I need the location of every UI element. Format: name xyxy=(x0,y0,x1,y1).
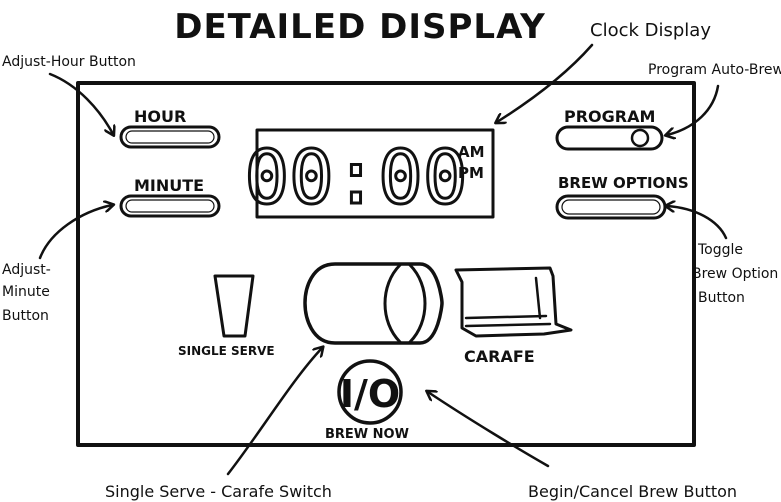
carafe-icon xyxy=(454,266,573,338)
minute-button-inner xyxy=(125,199,215,213)
program-indicator-light xyxy=(630,128,650,148)
single-serve-label: SINGLE SERVE xyxy=(178,344,275,358)
hour-button-inner xyxy=(125,130,215,144)
diagram-title: DETAILED DISPLAY xyxy=(174,7,546,47)
program-button[interactable] xyxy=(555,125,664,151)
pm-label: PM xyxy=(458,164,484,182)
annotation-adjust-minute-line3: Button xyxy=(2,308,49,324)
annotation-adjust-minute-line2: Minute xyxy=(2,284,50,300)
annotation-clock-display: Clock Display xyxy=(590,20,711,41)
arrow-clock-display xyxy=(497,43,594,122)
serve-carafe-switch[interactable] xyxy=(303,262,444,345)
clock-display xyxy=(255,128,495,219)
arrow-serve-carafe-switch xyxy=(226,348,322,476)
arrow-adjust-minute xyxy=(38,205,112,260)
annotation-adjust-minute-line1: Adjust- xyxy=(2,262,51,278)
arrow-toggle-brew xyxy=(667,206,728,240)
brew-now-label: BREW NOW xyxy=(325,427,409,442)
minute-button[interactable] xyxy=(119,194,221,218)
brew-options-button-inner xyxy=(561,199,661,215)
arrow-adjust-hour xyxy=(48,72,113,134)
arrow-begin-cancel-brew xyxy=(428,392,550,468)
am-label: AM xyxy=(458,143,485,161)
power-symbol: I/O xyxy=(340,372,400,416)
annotation-toggle-line2: Brew Option xyxy=(692,266,778,282)
arrow-program xyxy=(667,84,720,135)
annotation-toggle-line1: Toggle xyxy=(697,242,743,258)
minute-label: MINUTE xyxy=(134,176,204,195)
clock-time: 00:00 xyxy=(245,135,468,221)
single-serve-cup-icon xyxy=(213,274,255,338)
annotation-toggle-line3: Button xyxy=(698,290,745,306)
carafe-label: CARAFE xyxy=(464,347,535,366)
program-label: PROGRAM xyxy=(564,107,655,126)
brew-options-label: BREW OPTIONS xyxy=(558,174,689,192)
annotation-begin-cancel-brew: Begin/Cancel Brew Button xyxy=(528,482,737,501)
annotation-program-auto-brew: Program Auto-Brew xyxy=(648,62,781,78)
hour-button[interactable] xyxy=(119,125,221,149)
annotation-adjust-hour: Adjust-Hour Button xyxy=(2,54,136,70)
annotation-single-serve-carafe-switch: Single Serve - Carafe Switch xyxy=(105,482,332,501)
control-panel xyxy=(76,81,696,447)
brew-options-button[interactable] xyxy=(555,194,667,220)
hour-label: HOUR xyxy=(134,107,186,126)
brew-now-button[interactable] xyxy=(337,359,403,425)
